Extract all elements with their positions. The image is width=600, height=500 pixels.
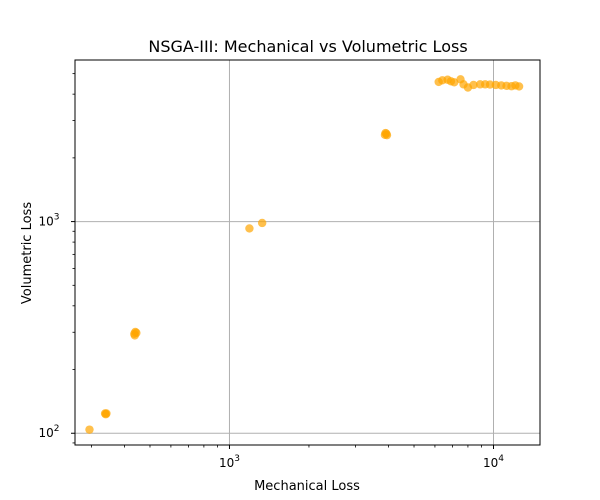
data-point [514,82,524,91]
data-point [101,410,110,419]
x-tick-label: 104 [483,454,504,470]
data-point [469,80,478,90]
minor-ticks [72,73,482,448]
data-point [382,130,392,140]
x-axis-ticks: 103 104 [219,445,504,470]
x-axis-label: Mechanical Loss [254,479,360,494]
data-points [85,75,524,434]
y-axis-ticks: 102 103 [38,213,75,440]
y-tick-label: 102 [38,424,59,440]
data-point [130,331,140,340]
y-tick-label: 103 [38,213,59,229]
data-point [85,425,94,434]
data-point [257,218,267,228]
grid-lines [75,60,540,445]
data-point [450,78,459,87]
x-tick-label: 103 [219,454,240,470]
chart-title: NSGA-III: Mechanical vs Volumetric Loss [148,37,467,56]
plot-frame [74,59,541,446]
y-axis-label: Volumetric Loss [20,202,35,304]
data-point [245,224,254,233]
